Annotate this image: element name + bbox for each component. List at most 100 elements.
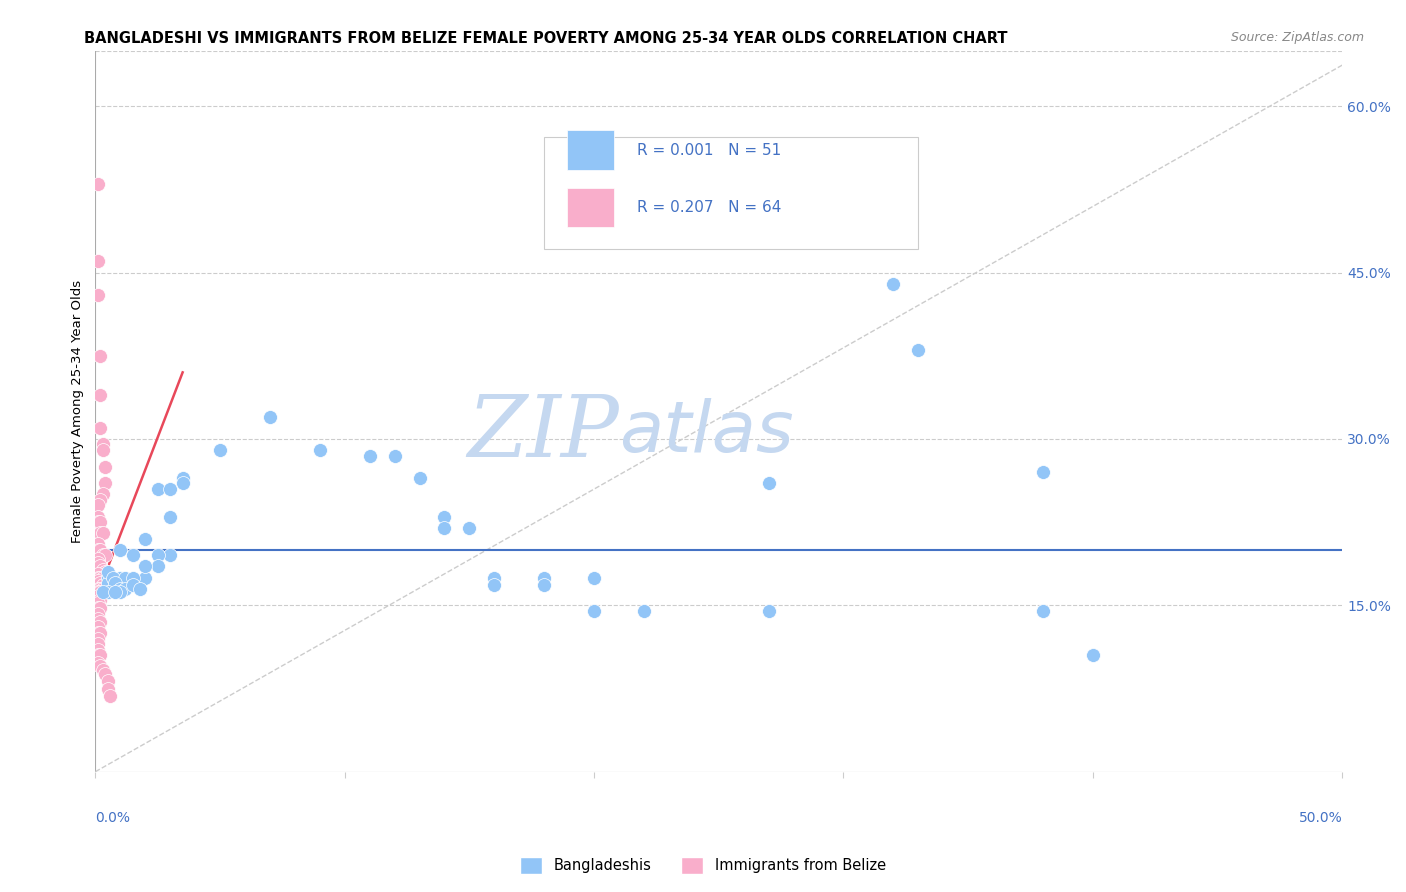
Point — [89, 492, 111, 507]
Point — [87, 637, 110, 651]
Point — [89, 585, 111, 599]
Point — [89, 576, 111, 591]
Point — [114, 582, 136, 596]
Point — [87, 499, 110, 513]
Point — [633, 604, 655, 618]
Point — [87, 590, 110, 604]
Point — [97, 565, 120, 579]
Text: BANGLADESHI VS IMMIGRANTS FROM BELIZE FEMALE POVERTY AMONG 25-34 YEAR OLDS CORRE: BANGLADESHI VS IMMIGRANTS FROM BELIZE FE… — [84, 31, 1008, 46]
Point — [484, 571, 506, 585]
Point — [89, 659, 111, 673]
Point — [87, 515, 110, 529]
Point — [1032, 465, 1054, 479]
Point — [87, 626, 110, 640]
Point — [533, 578, 555, 592]
Point — [146, 559, 169, 574]
Point — [89, 349, 111, 363]
Point — [87, 571, 110, 585]
Point — [89, 592, 111, 607]
Point — [146, 482, 169, 496]
Point — [97, 576, 120, 591]
Point — [87, 287, 110, 301]
Point — [89, 542, 111, 557]
Point — [87, 585, 110, 599]
Point — [134, 571, 156, 585]
Text: 0.0%: 0.0% — [96, 812, 131, 825]
Point — [87, 612, 110, 626]
Point — [89, 559, 111, 574]
Point — [101, 571, 124, 585]
Point — [91, 578, 114, 592]
Point — [94, 565, 117, 579]
Point — [1032, 604, 1054, 618]
Point — [91, 526, 114, 541]
Point — [408, 471, 430, 485]
Point — [159, 549, 181, 563]
Point — [87, 177, 110, 191]
Point — [110, 582, 132, 596]
Point — [94, 476, 117, 491]
Point — [87, 607, 110, 622]
Text: Source: ZipAtlas.com: Source: ZipAtlas.com — [1230, 31, 1364, 45]
Point — [87, 600, 110, 615]
Point — [121, 549, 143, 563]
Point — [87, 632, 110, 646]
Point — [458, 521, 481, 535]
Point — [91, 587, 114, 601]
Point — [91, 437, 114, 451]
Point — [433, 521, 456, 535]
Point — [87, 574, 110, 588]
Point — [87, 648, 110, 663]
Point — [94, 549, 117, 563]
FancyBboxPatch shape — [567, 130, 614, 169]
Point — [583, 604, 606, 618]
Point — [1081, 648, 1104, 663]
Point — [87, 509, 110, 524]
Point — [98, 690, 121, 704]
Point — [87, 551, 110, 566]
Point — [91, 582, 114, 596]
Point — [121, 578, 143, 592]
Point — [91, 571, 114, 585]
Point — [89, 600, 111, 615]
Point — [87, 254, 110, 268]
FancyBboxPatch shape — [544, 137, 918, 249]
Point — [87, 620, 110, 634]
Point — [110, 542, 132, 557]
Point — [359, 449, 381, 463]
Text: atlas: atlas — [619, 399, 793, 467]
Point — [89, 515, 111, 529]
Point — [89, 582, 111, 596]
Point — [87, 567, 110, 582]
Point — [384, 449, 406, 463]
Text: 50.0%: 50.0% — [1299, 812, 1343, 825]
Point — [89, 421, 111, 435]
Point — [87, 556, 110, 570]
Point — [97, 571, 120, 585]
Point — [104, 576, 127, 591]
Point — [907, 343, 929, 358]
FancyBboxPatch shape — [567, 187, 614, 227]
Point — [172, 476, 194, 491]
Point — [97, 673, 120, 688]
Point — [583, 571, 606, 585]
Text: ZIP: ZIP — [467, 392, 619, 475]
Text: R = 0.207   N = 64: R = 0.207 N = 64 — [637, 201, 780, 215]
Point — [172, 471, 194, 485]
Point — [91, 585, 114, 599]
Point — [89, 648, 111, 663]
Point — [259, 409, 281, 424]
Point — [433, 509, 456, 524]
Text: R = 0.001   N = 51: R = 0.001 N = 51 — [637, 143, 780, 158]
Point — [758, 604, 780, 618]
Point — [89, 615, 111, 629]
Point — [146, 549, 169, 563]
Point — [104, 585, 127, 599]
Point — [89, 387, 111, 401]
Point — [91, 563, 114, 577]
Point — [91, 663, 114, 677]
Point — [114, 571, 136, 585]
Point — [159, 482, 181, 496]
Point — [134, 532, 156, 546]
Point — [94, 667, 117, 681]
